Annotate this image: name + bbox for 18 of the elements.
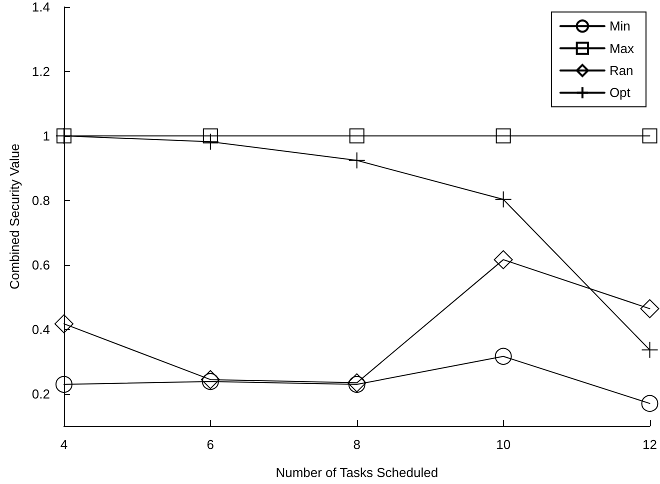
y-tick-label: 0.8 xyxy=(32,192,50,208)
y-tick-label: 1.2 xyxy=(32,64,50,79)
legend-label: Max xyxy=(609,40,634,56)
x-tick-label: 8 xyxy=(353,437,360,452)
x-tick-label: 10 xyxy=(496,437,511,452)
y-tick-label: 0.2 xyxy=(32,386,50,402)
x-axis-title: Number of Tasks Scheduled xyxy=(276,465,438,480)
y-tick-label: 0.4 xyxy=(32,322,50,337)
y-tick-label: 1 xyxy=(42,128,50,144)
legend-label: Min xyxy=(609,18,630,34)
y-axis-title: Combined Security Value xyxy=(7,144,22,290)
x-tick-label: 12 xyxy=(642,437,658,452)
y-tick-label: 1.4 xyxy=(32,0,50,14)
x-tick-label: 6 xyxy=(206,437,214,452)
legend-label: Ran xyxy=(609,63,634,78)
x-tick-label: 4 xyxy=(60,437,68,452)
legend-label: Opt xyxy=(609,85,631,100)
y-tick-label: 0.6 xyxy=(32,257,50,272)
